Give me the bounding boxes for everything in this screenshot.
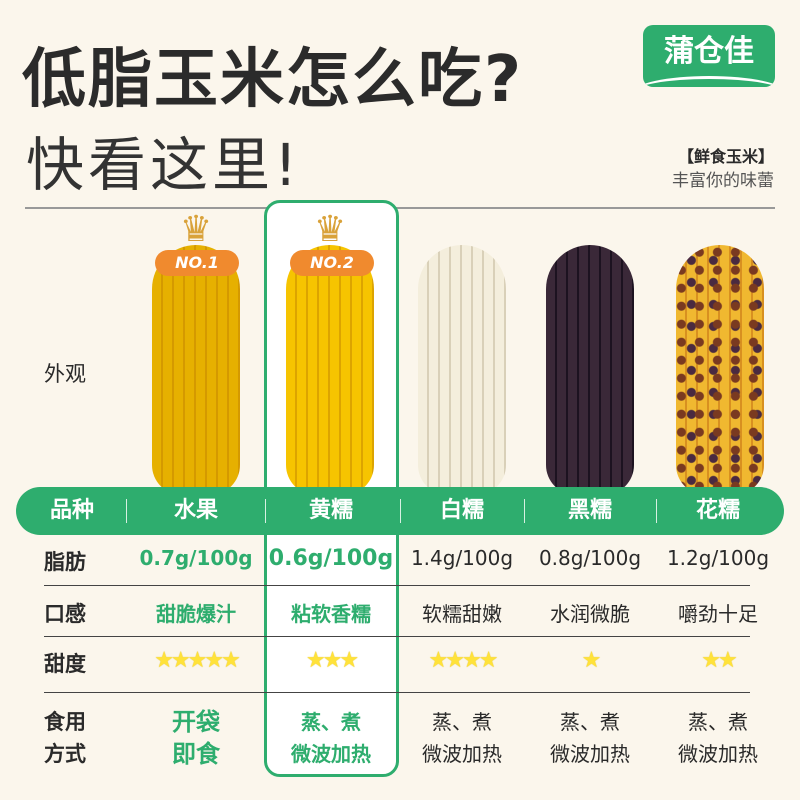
tagline: 丰富你的味蕾 (672, 171, 774, 191)
row-label: 脂肪 (44, 550, 86, 574)
row-label: 甜度 (44, 652, 86, 676)
cell-line: 开袋 (172, 708, 220, 736)
tagline-title: 【鲜食玉米】 (677, 147, 774, 166)
crown-icon: ♛ (313, 209, 347, 250)
cell-line: 蒸、煮 (432, 710, 492, 734)
cell-line: 微波加热 (678, 742, 758, 766)
row-divider (44, 692, 750, 693)
cell-line: 蒸、煮 (688, 710, 748, 734)
table-cell: 蒸、煮 微波加热 (678, 706, 758, 770)
table-cell: 1.2g/100g (666, 546, 770, 570)
row-label-line: 方式 (44, 742, 86, 766)
cell-line: 蒸、煮 (560, 710, 620, 734)
star-rating: ★★★★ (428, 648, 499, 673)
cell-line: 微波加热 (422, 742, 502, 766)
crown-icon: ♛ (179, 209, 213, 250)
brand-logo: 蒲仓佳 (643, 25, 775, 87)
corn-fruit-image (152, 245, 240, 495)
corn-white-waxy-image (418, 245, 506, 495)
divider (25, 207, 775, 209)
divider (126, 499, 127, 523)
header-mixed: 花糯 (695, 498, 741, 523)
row-label: 食用 方式 (44, 706, 86, 770)
star-rating: ★★★★★ (154, 648, 241, 673)
corn-black-waxy-image (546, 245, 634, 495)
header-variety: 品种 (49, 498, 95, 523)
table-cell: 蒸、煮 微波加热 (422, 706, 502, 770)
rank-badge-2: NO.2 (290, 250, 374, 276)
star-rating: ★★ (701, 648, 737, 673)
table-cell: 嚼劲十足 (678, 602, 758, 626)
divider (265, 499, 266, 523)
table-cell: 水润微脆 (550, 602, 630, 626)
appearance-label: 外观 (44, 362, 86, 386)
corn-yellow-waxy-image (286, 245, 374, 495)
divider (656, 499, 657, 523)
table-cell: 0.7g/100g (139, 546, 253, 570)
header-fruit: 水果 (173, 498, 219, 523)
table-cell: 蒸、煮 微波加热 (550, 706, 630, 770)
table-cell: 甜脆爆汁 (156, 602, 236, 626)
row-label: 口感 (44, 602, 86, 626)
header-black: 黑糯 (567, 498, 613, 523)
corn-mixed-waxy-image (676, 245, 764, 495)
row-divider (44, 636, 750, 637)
table-cell: 蒸、煮 微波加热 (291, 706, 371, 770)
table-cell: 0.8g/100g (538, 546, 642, 570)
rank-badge-1: NO.1 (155, 250, 239, 276)
title-line2: 快看这里! (26, 131, 302, 199)
divider (400, 499, 401, 523)
table-cell: 1.4g/100g (410, 546, 514, 570)
cell-line: 即食 (172, 740, 220, 768)
row-divider (44, 585, 750, 586)
cell-line: 微波加热 (550, 742, 630, 766)
table-cell: 0.6g/100g (268, 546, 394, 571)
table-header: 品种 水果 黄糯 白糯 黑糯 花糯 (16, 487, 784, 535)
header-yellow: 黄糯 (308, 498, 354, 523)
header-white: 白糯 (439, 498, 485, 523)
cell-line: 微波加热 (291, 742, 371, 766)
table-cell: 软糯甜嫩 (422, 602, 502, 626)
table-cell: 粘软香糯 (291, 602, 371, 626)
cell-line: 蒸、煮 (301, 710, 361, 734)
star-rating: ★★★ (305, 648, 359, 673)
table-cell: 开袋 即食 (172, 706, 220, 770)
row-label-line: 食用 (44, 710, 86, 734)
divider (524, 499, 525, 523)
title-line1: 低脂玉米怎么吃? (22, 43, 524, 117)
star-rating: ★ (581, 648, 602, 673)
